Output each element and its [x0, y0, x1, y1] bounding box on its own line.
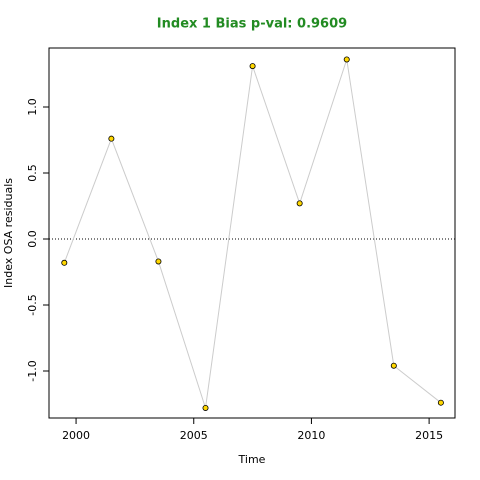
y-tick-label: -1.0: [26, 360, 39, 381]
data-point: [202, 404, 209, 411]
x-tick-label: 2015: [415, 429, 443, 442]
x-tick-label: 2000: [62, 429, 90, 442]
data-point: [296, 200, 303, 207]
chart-title: Index 1 Bias p-val: 0.9609: [157, 17, 347, 32]
data-point: [249, 63, 256, 70]
data-point: [108, 135, 115, 142]
data-point: [155, 258, 162, 265]
y-axis-label: Index OSA residuals: [2, 178, 15, 288]
data-point: [390, 362, 397, 369]
data-point: [437, 399, 444, 406]
x-tick-label: 2005: [180, 429, 208, 442]
y-tick-label: -0.5: [26, 294, 39, 315]
plot-frame: [48, 47, 456, 419]
data-point: [343, 56, 350, 63]
series-line: [63, 59, 442, 409]
x-tick-label: 2010: [297, 429, 325, 442]
y-tick-label: 1.0: [26, 98, 39, 116]
y-tick-label: 0.0: [26, 230, 39, 248]
data-point: [61, 259, 68, 266]
y-tick-label: 0.5: [26, 164, 39, 182]
x-axis-label: Time: [238, 453, 266, 466]
